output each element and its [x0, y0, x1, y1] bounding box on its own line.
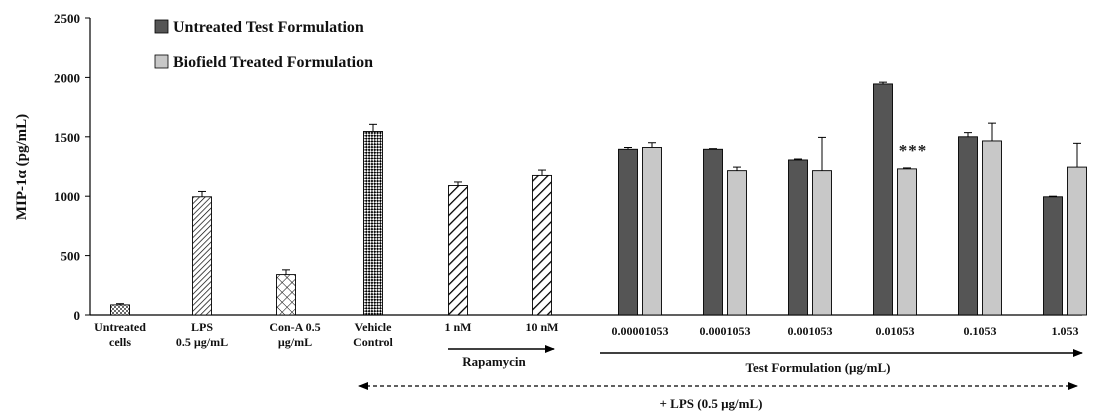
- bar-biofield: [812, 170, 832, 316]
- bar-control: [363, 131, 383, 316]
- x-tick-label: 10 nM: [526, 320, 559, 334]
- y-axis-label: MIP-1α (pg/mL): [14, 114, 30, 220]
- x-tick-label: 0.001053: [788, 324, 833, 338]
- x-tick-label: 0.00001053: [612, 324, 669, 338]
- x-tick-label: Untreated: [94, 320, 146, 334]
- bar-untreated: [1043, 196, 1063, 316]
- legend-label-untreated: Untreated Test Formulation: [173, 19, 364, 36]
- bar-untreated: [618, 148, 638, 316]
- bar-biofield: [1067, 166, 1087, 316]
- test-formulation-label: Test Formulation (µg/mL): [746, 360, 891, 375]
- bar-biofield: [982, 140, 1002, 316]
- x-tick-label: LPS: [191, 320, 213, 334]
- x-tick-label: 0.5 µg/mL: [176, 335, 228, 349]
- significance-annotation: ***: [899, 141, 928, 160]
- x-tick-label: Vehicle: [355, 320, 393, 334]
- x-tick-label: Control: [353, 335, 393, 349]
- bar-untreated: [873, 83, 893, 316]
- y-tick-label: 500: [61, 249, 81, 264]
- y-tick-label: 0: [74, 308, 81, 323]
- rapamycin-label: Rapamycin: [462, 354, 526, 369]
- bar-group: ***: [110, 81, 1087, 316]
- bar-untreated: [703, 148, 723, 316]
- bar-biofield: [642, 147, 662, 316]
- x-tick-label: 0.1053: [964, 324, 997, 338]
- legend-label-biofield: Biofield Treated Formulation: [173, 54, 373, 71]
- legend-swatch-biofield: [154, 54, 169, 69]
- bar-control: [276, 274, 296, 316]
- y-tick-label: 2000: [54, 70, 80, 85]
- bar-control: [192, 196, 212, 316]
- lps-group-label: + LPS (0.5 µg/mL): [659, 396, 762, 411]
- x-tick-label: 1.053: [1052, 324, 1079, 338]
- x-tick-label: 0.01053: [876, 324, 915, 338]
- x-tick-label: cells: [109, 335, 131, 349]
- bar-control: [110, 304, 130, 316]
- bar-biofield: [897, 168, 917, 316]
- legend-swatch-untreated: [154, 19, 169, 34]
- y-tick-label: 1500: [54, 130, 80, 145]
- x-tick-label: 0.0001053: [700, 324, 751, 338]
- bar-control: [448, 185, 468, 316]
- bar-control: [532, 174, 552, 316]
- y-tick-label: 2500: [54, 11, 80, 26]
- x-tick-label: 1 nM: [445, 320, 472, 334]
- bar-biofield: [727, 170, 747, 316]
- legend: Untreated Test Formulation Biofield Trea…: [154, 19, 373, 71]
- y-tick-label: 1000: [54, 189, 80, 204]
- x-tick-label: Con-A 0.5: [269, 320, 320, 334]
- bar-untreated: [788, 159, 808, 316]
- bar-untreated: [958, 136, 978, 316]
- x-tick-label: µg/mL: [278, 335, 312, 349]
